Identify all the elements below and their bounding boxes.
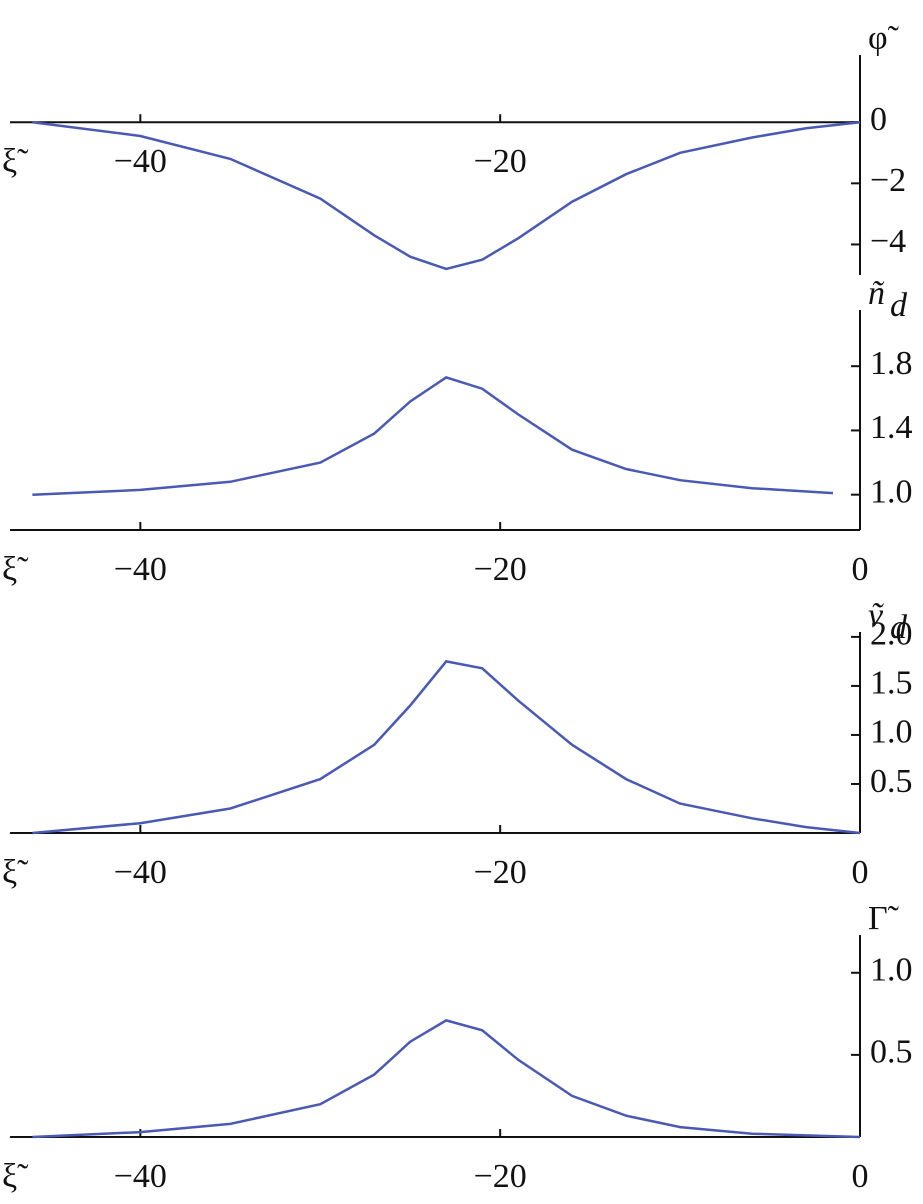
y-axis-label-sub: d [890, 287, 908, 324]
y-tick-label: 1.0 [870, 473, 913, 510]
y-tick-label: 0.5 [870, 1034, 913, 1071]
panel: −40 −20 0 1.0 1.4 1.8 ξ̃ ñ d [2, 275, 913, 588]
y-tick-label: 1.0 [870, 714, 913, 751]
x-tick-label: −40 [114, 551, 167, 588]
y-tick-label: 1.4 [870, 409, 913, 446]
panel: −40 −20 0 0.5 1.0 ξ̃ Γ̃ [2, 900, 913, 1195]
data-line [32, 120, 861, 271]
x-tick-label: 0 [852, 1158, 869, 1195]
y-tick-label: 2.0 [870, 616, 913, 653]
y-tick-label: 1.0 [870, 952, 913, 989]
y-tick-label: −2 [870, 162, 906, 199]
panel: −40 −20 0 −2 −4 ξ̃ φ̃ [2, 20, 906, 275]
x-tick-label: −20 [474, 854, 527, 891]
x-tick-label: −20 [474, 143, 527, 180]
x-axis-label: ξ̃ [2, 1158, 29, 1195]
y-axis-label: ñ [868, 275, 885, 312]
x-tick-label: −40 [114, 1158, 167, 1195]
y-axis-label-sub: d [890, 609, 908, 646]
y-tick-label: 0 [870, 101, 887, 138]
x-tick-label: −20 [474, 1158, 527, 1195]
x-axis-label: ξ̃ [2, 551, 29, 588]
y-tick-label: 0.5 [870, 763, 913, 800]
x-tick-label: 0 [852, 854, 869, 891]
data-line [32, 376, 834, 496]
x-axis-label: ξ̃ [2, 143, 29, 180]
x-tick-label: −40 [114, 143, 167, 180]
panel: −40 −20 0 0.5 1.0 1.5 2.0 ξ̃ ṽ d [2, 597, 913, 891]
y-tick-label: −4 [870, 223, 906, 260]
x-axis-label: ξ̃ [2, 854, 29, 891]
y-axis-label: ṽ [868, 597, 884, 634]
y-axis-label: φ̃ [868, 20, 900, 57]
x-tick-label: 0 [852, 551, 869, 588]
x-tick-label: −40 [114, 854, 167, 891]
x-tick-label: −20 [474, 551, 527, 588]
y-tick-label: 1.5 [870, 665, 913, 702]
y-tick-label: 1.8 [870, 345, 913, 382]
data-line [32, 660, 861, 835]
data-line [32, 1019, 861, 1139]
y-axis-label: Γ̃ [868, 900, 900, 937]
